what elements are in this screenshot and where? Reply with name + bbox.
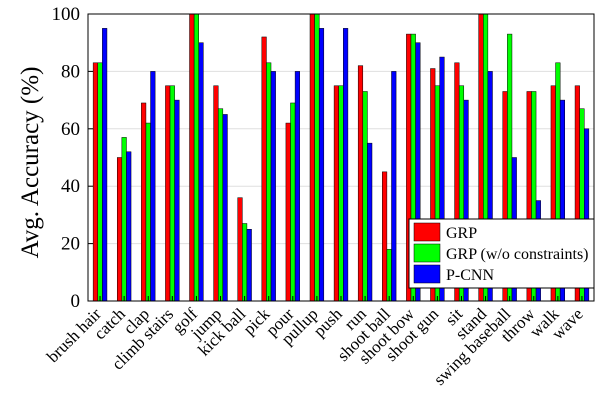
bar bbox=[309, 13, 315, 302]
bar bbox=[198, 42, 204, 302]
bar bbox=[237, 197, 243, 302]
bar bbox=[333, 85, 339, 302]
legend: GRP GRP (w/o constraints) P-CNN bbox=[408, 218, 595, 289]
bar bbox=[213, 85, 219, 302]
bar bbox=[141, 102, 147, 302]
bar bbox=[382, 171, 388, 302]
bar bbox=[145, 122, 151, 302]
bar bbox=[357, 65, 364, 302]
bar bbox=[314, 13, 320, 302]
bar bbox=[290, 102, 296, 302]
legend-swatch bbox=[413, 243, 441, 263]
bar bbox=[92, 62, 98, 302]
bar bbox=[367, 142, 373, 302]
legend-label: GRP bbox=[446, 225, 477, 242]
bar bbox=[246, 229, 252, 302]
y-axis-ticks: 0 20 40 60 80 100 bbox=[52, 4, 93, 312]
y-axis-label: Avg. Accuracy (%) bbox=[17, 67, 44, 259]
bar bbox=[386, 249, 392, 302]
bar bbox=[116, 157, 123, 302]
y-tick-label: 40 bbox=[61, 176, 80, 197]
bar bbox=[189, 13, 195, 302]
bar bbox=[150, 71, 156, 302]
bar bbox=[242, 223, 248, 302]
bar bbox=[318, 28, 325, 302]
bar bbox=[261, 36, 267, 302]
bar bbox=[222, 114, 228, 302]
bar bbox=[165, 85, 171, 302]
y-tick-label: 80 bbox=[61, 61, 80, 82]
bar bbox=[294, 71, 300, 302]
bar bbox=[174, 99, 180, 302]
x-tick-label: push bbox=[310, 304, 346, 340]
bar bbox=[343, 28, 349, 302]
bar bbox=[362, 91, 368, 302]
bars bbox=[92, 13, 590, 302]
bar bbox=[169, 85, 175, 302]
legend-label: GRP (w/o constraints) bbox=[446, 246, 589, 263]
bar bbox=[102, 28, 108, 302]
bar bbox=[217, 108, 224, 302]
y-tick-label: 100 bbox=[52, 4, 81, 25]
bar bbox=[266, 62, 272, 302]
y-tick-label: 60 bbox=[61, 119, 80, 140]
y-tick-label: 20 bbox=[61, 234, 80, 255]
bar bbox=[270, 71, 276, 302]
bar bbox=[391, 71, 397, 302]
bar bbox=[285, 122, 291, 302]
bar bbox=[338, 85, 344, 302]
bar bbox=[121, 137, 127, 302]
legend-swatch bbox=[413, 264, 441, 284]
y-tick-label: 0 bbox=[71, 291, 81, 312]
legend-swatch bbox=[413, 222, 441, 242]
legend-label: P-CNN bbox=[446, 267, 494, 284]
bar bbox=[126, 151, 132, 302]
bar bbox=[97, 62, 103, 302]
bar bbox=[193, 13, 199, 302]
